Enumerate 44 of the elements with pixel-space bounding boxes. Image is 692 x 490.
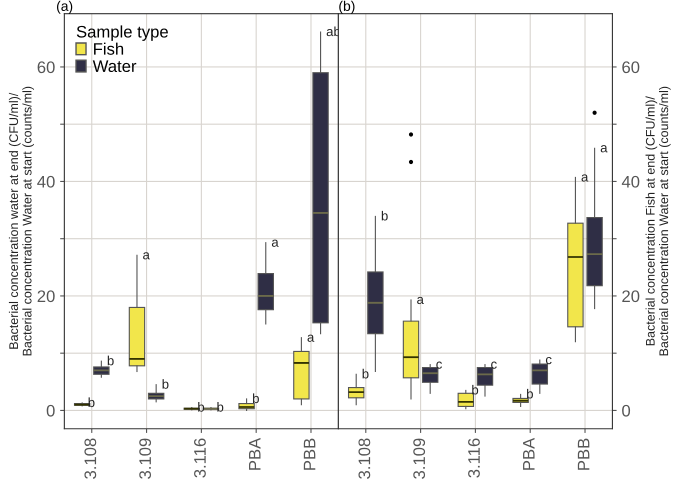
annotation: a xyxy=(143,252,150,260)
annotation: c xyxy=(546,356,552,364)
annotation: b xyxy=(217,402,224,412)
annotation: b xyxy=(162,379,168,389)
x-tick-label: PBA xyxy=(523,438,535,470)
y2-tick-label: 60 xyxy=(622,61,640,74)
annotation: b xyxy=(88,397,95,408)
annotation: a xyxy=(308,334,314,342)
legend-title: Sample type xyxy=(76,25,168,41)
y2-tick-label: 40 xyxy=(622,176,640,188)
legend-label: Water xyxy=(92,60,136,72)
x-tick-label: 3.108 xyxy=(358,438,370,479)
annotation: b xyxy=(252,393,259,404)
x-tick-label: PBB xyxy=(578,438,590,470)
annotation: a xyxy=(582,174,588,182)
annotation: b xyxy=(362,368,369,379)
chart-title: (a) xyxy=(56,0,72,14)
y2-tick-label: 0 xyxy=(622,404,630,417)
y-tick-label: 20 xyxy=(38,290,55,302)
annotation: b xyxy=(108,356,114,366)
annotation: b xyxy=(527,388,533,399)
y-tick-label: 0 xyxy=(46,404,55,417)
y2-tick-label: 20 xyxy=(622,290,640,302)
annotation: c xyxy=(491,362,497,369)
annotation: b xyxy=(382,210,388,221)
annotation: b xyxy=(472,384,478,395)
x-tick-label: PBA xyxy=(249,438,260,470)
annotation: a xyxy=(417,296,424,304)
annotation: a xyxy=(600,145,608,152)
x-tick-label: 3.109 xyxy=(413,438,426,479)
x-tick-label: PBB xyxy=(304,438,316,470)
legend-label: Fish xyxy=(94,42,124,55)
x-tick-label: 3.116 xyxy=(468,438,480,478)
y2-axis-title: Bacterial concentration Fish at end (CFU/ml)/ Bacterial concentration Water at start (counts/ml) xyxy=(646,86,671,356)
chart-title: (b) xyxy=(339,0,354,14)
annotation: a xyxy=(272,240,279,247)
annotation: b xyxy=(198,402,204,412)
y-tick-label: 60 xyxy=(38,61,55,74)
y-axis-title: Bacterial concentration water at end (CFU/ml)/ Bacterial concentration Water at start (counts/ml) xyxy=(8,86,34,356)
annotation: c xyxy=(436,362,442,369)
y-tick-label: 40 xyxy=(37,176,55,188)
x-tick-label: 3.109 xyxy=(139,438,152,479)
x-tick-label: 3.108 xyxy=(84,438,96,479)
x-tick-label: 3.116 xyxy=(194,438,206,478)
